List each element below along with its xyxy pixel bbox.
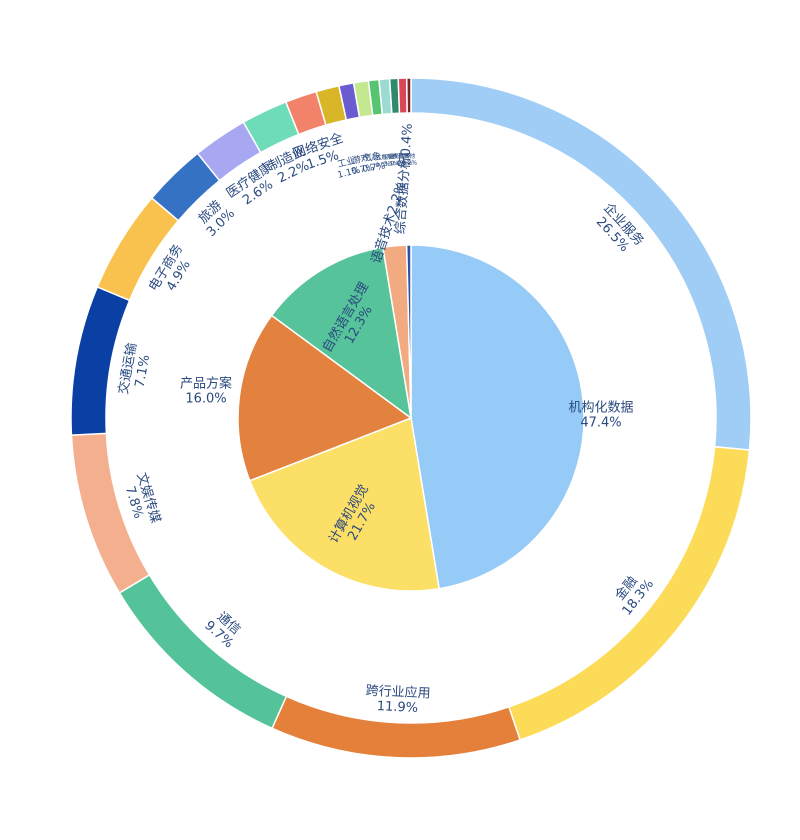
outer-slice-label: 能源0.4%	[397, 152, 413, 167]
outer-slice-label: 文娱传媒7.8%	[119, 471, 163, 529]
inner-slice	[405, 244, 412, 419]
outer-slice-label: 游戏0.7%	[348, 151, 375, 177]
outer-slice-label: IT服务0.5%	[381, 152, 400, 168]
outer-slice-label: 人工智能0.5%	[370, 152, 396, 169]
outer-slice	[397, 77, 408, 114]
outer-ring	[70, 77, 752, 759]
inner-slice-label: 产品方案 16.0%	[180, 375, 232, 406]
outer-slice-label: 工业1.1%	[334, 154, 362, 180]
inner-slice-label: 综合数据分析0.4%	[393, 123, 416, 235]
inner-slice-label: 机构化数据 47.4%	[568, 400, 633, 430]
inner-pie	[237, 244, 585, 592]
inner-slice	[248, 416, 441, 592]
outer-slice	[118, 573, 288, 730]
outer-slice-label: 跨行业应用11.9%	[365, 683, 431, 717]
outer-slice-label: 教育0.4%	[390, 152, 406, 168]
outer-slice-label: 交通运输7.1%	[115, 342, 154, 399]
inner-slice	[410, 244, 585, 590]
outer-slice	[405, 77, 412, 114]
outer-slice	[70, 285, 131, 436]
outer-slice-label: 气象0.7%	[360, 149, 386, 175]
inner-slice	[270, 246, 413, 420]
inner-slice	[237, 314, 413, 482]
outer-slice-label: 旅游3.0%	[193, 196, 238, 240]
outer-slice-label: 其他 0.2%	[402, 152, 418, 167]
